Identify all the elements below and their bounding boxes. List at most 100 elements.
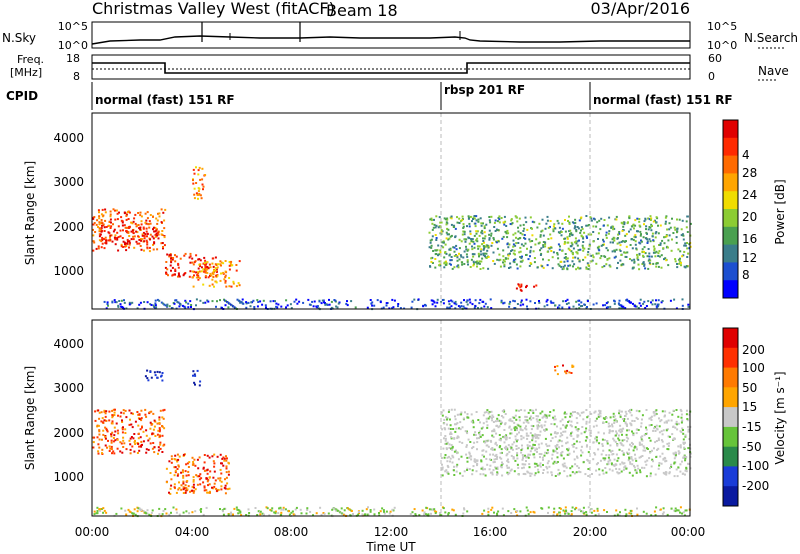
velocity-cell xyxy=(668,442,671,445)
power-cell xyxy=(549,300,552,303)
power-cell xyxy=(521,233,524,236)
velocity-cell xyxy=(165,512,168,515)
power-cell xyxy=(557,263,560,266)
velocity-cell xyxy=(496,417,499,420)
velocity-cell xyxy=(559,427,562,430)
velocity-cell xyxy=(499,420,502,423)
power-cell xyxy=(514,215,517,218)
velocity-cell xyxy=(619,511,621,514)
power-cell xyxy=(492,251,495,254)
velocity-cell xyxy=(219,508,221,510)
power-cell xyxy=(478,302,481,305)
noise-right-tick: 10^0 xyxy=(707,39,737,52)
velocity-cell xyxy=(677,422,680,425)
velocity-cell xyxy=(629,443,631,446)
velocity-cell xyxy=(661,410,664,413)
noise-left-label: N.Sky xyxy=(2,31,36,45)
velocity-cell xyxy=(536,424,539,427)
velocity-cell xyxy=(493,461,496,463)
velocity-cell xyxy=(205,489,208,492)
power-cell xyxy=(473,253,476,256)
velocity-cell xyxy=(553,415,556,418)
velocity-cell xyxy=(213,485,216,488)
velocity-cell xyxy=(608,454,611,457)
velocity-cell xyxy=(537,434,540,436)
velocity-cell xyxy=(113,411,116,414)
velocity-cell xyxy=(597,413,600,416)
velocity-cell xyxy=(103,419,106,422)
velocity-cell xyxy=(626,429,629,432)
velocity-cell xyxy=(558,511,561,514)
power-cell xyxy=(558,248,561,251)
velocity-cell xyxy=(557,473,559,476)
velocity-cell xyxy=(687,428,690,431)
velocity-cell xyxy=(207,491,210,494)
power-cell xyxy=(507,232,510,235)
power-cell xyxy=(554,227,557,230)
velocity-cell xyxy=(96,510,99,512)
velocity-cell xyxy=(365,508,368,511)
velocity-cell xyxy=(498,419,501,422)
noise-right-label: N.Search xyxy=(744,31,798,45)
power-cell xyxy=(151,235,154,238)
velocity-cell xyxy=(555,461,558,464)
power-cell xyxy=(206,261,209,264)
power-cell xyxy=(582,249,585,252)
velocity-cell xyxy=(499,456,501,459)
freq-right-tick: 0 xyxy=(708,70,715,83)
power-cell xyxy=(152,237,155,240)
power-cell xyxy=(114,301,117,304)
power-cell xyxy=(529,249,532,252)
velocity-cell xyxy=(648,457,651,460)
velocity-cell xyxy=(547,511,549,514)
velocity-cell xyxy=(575,447,578,450)
velocity-cell xyxy=(488,411,491,414)
velocity-cell xyxy=(545,416,548,419)
velocity-cell xyxy=(363,514,366,517)
velocity-cell xyxy=(548,444,551,447)
velocity-cell xyxy=(630,424,633,427)
power-cell xyxy=(648,258,651,261)
power-cell xyxy=(193,187,196,190)
power-cell xyxy=(462,305,465,308)
power-cell xyxy=(211,300,214,303)
velocity-cell xyxy=(270,509,273,512)
velocity-cell xyxy=(215,487,218,490)
velocity-cell xyxy=(456,463,459,466)
velocity-cell xyxy=(598,409,601,412)
velocity-cell xyxy=(120,442,123,445)
power-cell xyxy=(630,225,633,228)
velocity-cell xyxy=(478,430,481,433)
power-cell xyxy=(603,219,606,221)
power-cell xyxy=(117,225,120,228)
velocity-cell xyxy=(645,512,648,515)
power-cell xyxy=(461,233,464,236)
power-cell xyxy=(556,219,559,222)
power-cell xyxy=(585,267,588,270)
power-cell xyxy=(615,215,618,218)
velocity-cell xyxy=(548,414,551,417)
velocity-cell xyxy=(282,508,285,511)
power-cell xyxy=(463,250,466,253)
velocity-cell xyxy=(500,448,503,451)
velocity-cell xyxy=(177,473,180,476)
power-cell xyxy=(650,223,653,226)
power-cell xyxy=(645,225,648,228)
velocity-cell xyxy=(574,411,576,413)
power-cell xyxy=(433,218,435,221)
velocity-cell xyxy=(606,463,609,466)
power-cell xyxy=(606,224,609,227)
velocity-cell xyxy=(478,432,480,434)
power-cell xyxy=(595,302,598,305)
power-cell xyxy=(478,245,481,248)
power-cell xyxy=(583,247,586,250)
velocity-cell xyxy=(182,453,185,456)
power-cell xyxy=(489,221,492,224)
velocity-cell xyxy=(614,434,617,437)
velocity-cell xyxy=(595,463,598,466)
velocity-cell xyxy=(548,465,551,468)
velocity-cell xyxy=(517,447,520,450)
power-cell xyxy=(152,304,155,307)
power-cell xyxy=(630,238,633,241)
velocity-cell xyxy=(681,427,684,430)
